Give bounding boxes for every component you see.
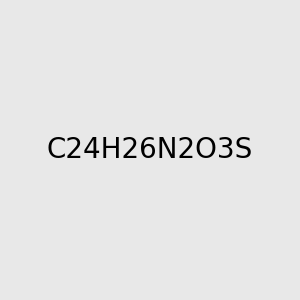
Text: C24H26N2O3S: C24H26N2O3S	[47, 136, 253, 164]
